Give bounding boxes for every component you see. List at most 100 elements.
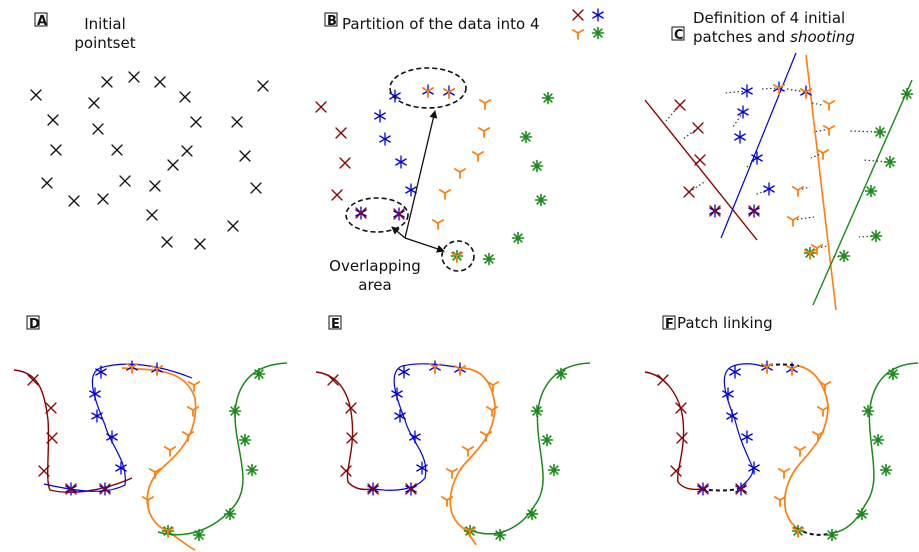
undefined-2 xyxy=(471,151,485,162)
undefined-4 xyxy=(223,507,237,521)
point-e-orange-green-0 xyxy=(463,524,477,538)
curve-f-blue xyxy=(723,363,763,490)
undefined-3 xyxy=(163,446,177,457)
undefined-0 xyxy=(27,374,39,386)
curve-f-red xyxy=(644,371,703,491)
undefined-5 xyxy=(810,244,824,255)
undefined-4 xyxy=(748,461,760,475)
undefined-4 xyxy=(438,189,452,200)
undefined-5 xyxy=(257,80,269,92)
undefined-3 xyxy=(38,465,50,477)
undefined-2 xyxy=(871,433,885,447)
undefined-2 xyxy=(694,154,706,166)
undefined-1 xyxy=(186,406,200,417)
undefined-2 xyxy=(734,130,746,144)
undefined-18 xyxy=(149,180,161,192)
undefined-2 xyxy=(181,431,195,442)
undefined-0 xyxy=(729,365,741,379)
undefined-1 xyxy=(101,76,113,88)
point-c-blue-orange-0 xyxy=(772,81,786,95)
undefined-8 xyxy=(92,123,104,135)
undefined-24 xyxy=(161,236,173,248)
point-d-red-blue-0 xyxy=(65,482,77,496)
undefined-0 xyxy=(818,381,832,392)
point-f-orange-green-0 xyxy=(791,524,805,538)
undefined-9 xyxy=(190,116,202,128)
shoot-line-5 xyxy=(732,111,744,128)
undefined-4 xyxy=(511,231,525,245)
undefined-0 xyxy=(657,374,669,386)
panel-d-letter-box xyxy=(26,315,40,330)
point-b-red-blue-1 xyxy=(393,207,405,221)
undefined-1 xyxy=(861,404,875,418)
panel-c-title-line2-italic: shooting xyxy=(790,28,855,46)
undefined-2 xyxy=(811,431,825,442)
curve-d-red xyxy=(13,369,133,493)
undefined-2 xyxy=(379,132,391,146)
undefined-0 xyxy=(252,367,266,381)
point-e-red-blue-0 xyxy=(367,482,379,496)
point-e-red-blue-1 xyxy=(405,482,417,496)
undefined-3 xyxy=(409,430,421,444)
x-marker-icon xyxy=(572,9,584,21)
undefined-3 xyxy=(534,193,548,207)
patch-line-blue xyxy=(720,52,797,239)
undefined-2 xyxy=(540,433,554,447)
panel-f-letter-box xyxy=(662,315,676,330)
undefined-1 xyxy=(692,122,704,134)
point-f-red-blue-1 xyxy=(735,482,747,496)
panel-b-title: Partition of the data into 4 xyxy=(342,15,540,33)
undefined-2 xyxy=(91,409,103,423)
undefined-3 xyxy=(461,446,475,457)
undefined-2 xyxy=(883,155,897,169)
undefined-0 xyxy=(187,381,201,392)
shoot-line-18 xyxy=(858,235,877,238)
undefined-0 xyxy=(478,99,492,110)
undefined-0 xyxy=(398,365,410,379)
undefined-5 xyxy=(141,496,155,507)
panel-f: F Patch linking xyxy=(644,314,919,542)
undefined-5 xyxy=(431,219,445,230)
shoot-line-top xyxy=(761,87,780,90)
panel-b: B Partition of the data into 4 Overlappi… xyxy=(315,8,605,294)
curve-e-red xyxy=(315,371,373,491)
point-b-blue-orange-0 xyxy=(421,84,435,98)
panel-f-letter: F xyxy=(665,317,674,332)
curve-e-orange xyxy=(449,367,496,546)
undefined-4 xyxy=(855,507,869,521)
undefined-2 xyxy=(816,149,830,160)
undefined-1 xyxy=(45,402,57,414)
undefined-0 xyxy=(886,367,900,381)
shoot-line-1 xyxy=(682,127,699,140)
panel-b-letter-box xyxy=(324,12,338,27)
curve-d-green xyxy=(157,362,288,536)
undefined-6 xyxy=(88,97,100,109)
undefined-4 xyxy=(416,461,428,475)
undefined-1 xyxy=(374,109,386,123)
undefined-3 xyxy=(670,465,682,477)
undefined-1 xyxy=(530,404,544,418)
link-red-blue xyxy=(701,488,739,492)
overlap-label-line2: area xyxy=(358,276,391,294)
undefined-17 xyxy=(119,175,131,187)
panel-a-pointset xyxy=(30,71,269,250)
arrow-to-left-overlap xyxy=(391,226,406,239)
undefined-21 xyxy=(97,193,109,205)
panel-c-title-line2-prefix: patches and xyxy=(693,28,790,46)
undefined-2 xyxy=(346,432,358,444)
point-b-orange-green-0 xyxy=(450,249,464,263)
point-f-red-blue-0 xyxy=(697,482,709,496)
undefined-2 xyxy=(339,157,351,169)
undefined-5 xyxy=(192,528,206,542)
shoot-line-19 xyxy=(831,255,848,258)
undefined-0 xyxy=(674,99,686,111)
undefined-0 xyxy=(741,84,753,98)
point-e-blue-orange-0 xyxy=(428,360,442,374)
undefined-4 xyxy=(869,229,883,243)
tri-marker-icon xyxy=(571,29,585,40)
panel-b-partitioned-points xyxy=(315,84,555,266)
undefined-25 xyxy=(194,238,206,250)
undefined-3 xyxy=(106,430,118,444)
undefined-1 xyxy=(722,387,734,401)
